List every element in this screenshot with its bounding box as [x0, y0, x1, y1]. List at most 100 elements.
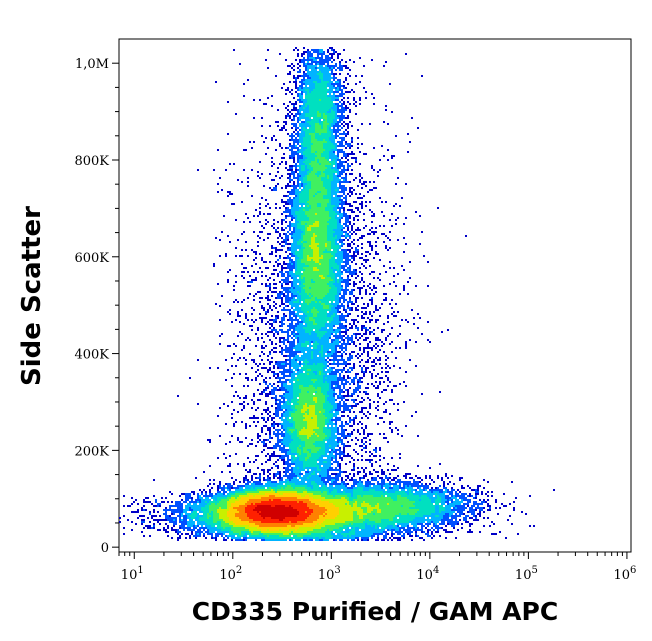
density-cell [321, 283, 323, 285]
density-cell [297, 135, 299, 137]
density-cell [299, 107, 301, 109]
density-cell [251, 169, 253, 171]
density-cell [309, 145, 311, 147]
density-cell [311, 161, 313, 163]
density-layer [119, 47, 555, 541]
density-cell [289, 193, 291, 195]
density-cell [309, 95, 311, 97]
density-cell [241, 263, 243, 265]
density-cell [295, 153, 297, 155]
density-cell [239, 321, 241, 323]
density-cell [333, 259, 335, 261]
density-cell [341, 99, 343, 101]
density-cell [299, 235, 301, 237]
density-cell [297, 93, 299, 95]
density-cell [323, 241, 325, 243]
density-cell [311, 113, 313, 115]
density-cell [345, 61, 347, 63]
density-cell [333, 345, 335, 347]
density-cell [293, 207, 295, 209]
density-cell [307, 81, 309, 83]
density-cell [303, 271, 305, 273]
density-cell [323, 269, 325, 271]
density-cell [343, 255, 345, 257]
density-cell [309, 131, 311, 133]
density-cell [321, 311, 323, 313]
density-cell [347, 245, 349, 247]
density-cell [301, 157, 303, 159]
density-cell [303, 77, 305, 79]
density-cell [301, 349, 303, 351]
density-cell [303, 209, 305, 211]
density-cell [335, 251, 337, 253]
density-cell [345, 331, 347, 333]
density-cell [359, 291, 361, 293]
density-cell [347, 133, 349, 135]
density-cell [255, 333, 257, 335]
density-cell [291, 231, 293, 233]
density-cell [319, 275, 321, 277]
density-cell [315, 289, 317, 291]
density-cell [303, 115, 305, 117]
density-cell [311, 299, 313, 301]
density-cell [321, 261, 323, 263]
density-cell [311, 275, 313, 277]
density-cell [309, 349, 311, 351]
density-cell [297, 209, 299, 211]
density-cell [315, 315, 317, 317]
density-cell [329, 77, 331, 79]
density-cell [337, 343, 339, 345]
density-cell [379, 279, 381, 281]
density-cell [317, 167, 319, 169]
density-cell [303, 105, 305, 107]
density-cell [337, 179, 339, 181]
density-cell [327, 249, 329, 251]
density-cell [297, 113, 299, 115]
density-cell [305, 129, 307, 131]
density-cell [347, 269, 349, 271]
density-cell [307, 285, 309, 287]
density-cell [329, 315, 331, 317]
density-cell [335, 95, 337, 97]
density-cell [299, 207, 301, 209]
density-cell [279, 329, 281, 331]
density-cell [343, 251, 345, 253]
density-cell [321, 297, 323, 299]
density-cell [329, 139, 331, 141]
density-cell [317, 309, 319, 311]
density-cell [229, 191, 231, 193]
density-cell [407, 293, 409, 295]
density-cell [341, 177, 343, 179]
density-cell [293, 279, 295, 281]
density-cell [319, 151, 321, 153]
density-cell [379, 315, 381, 317]
density-cell [311, 185, 313, 187]
density-cell [311, 265, 313, 267]
density-cell [347, 219, 349, 221]
density-cell [331, 69, 333, 71]
density-cell [333, 143, 335, 145]
density-cell [359, 151, 361, 153]
density-cell [271, 323, 273, 325]
density-cell [341, 111, 343, 113]
density-cell [335, 89, 337, 91]
density-cell [283, 239, 285, 241]
density-cell [311, 139, 313, 141]
density-cell [275, 121, 277, 123]
density-cell [335, 161, 337, 163]
density-cell [323, 115, 325, 117]
density-cell [339, 125, 341, 127]
density-cell [339, 165, 341, 167]
density-cell [373, 285, 375, 287]
density-cell [307, 119, 309, 121]
density-cell [335, 159, 337, 161]
density-cell [317, 307, 319, 309]
density-cell [301, 161, 303, 163]
density-cell [309, 305, 311, 307]
density-cell [415, 285, 417, 287]
density-cell [309, 199, 311, 201]
density-cell [323, 191, 325, 193]
density-cell [343, 339, 345, 341]
density-cell [347, 289, 349, 291]
density-cell [273, 305, 275, 307]
